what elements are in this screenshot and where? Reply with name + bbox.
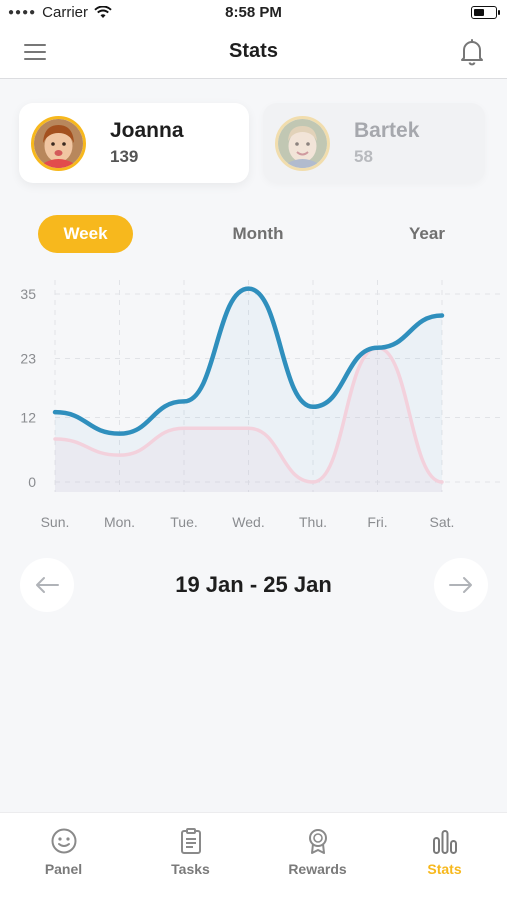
- profile-card-bartek[interactable]: Bartek 58: [263, 103, 485, 183]
- tab-label: Tasks: [171, 861, 210, 877]
- tab-label: Rewards: [288, 861, 347, 877]
- bar-chart-icon: [432, 830, 457, 854]
- series-line: [53, 345, 444, 484]
- status-time: 8:58 PM: [225, 4, 282, 21]
- profile-name: Joanna: [110, 119, 184, 142]
- avatar: [31, 115, 86, 171]
- tab-label: Stats: [427, 861, 462, 877]
- tab-rewards[interactable]: Rewards: [254, 813, 381, 900]
- x-tick-label: Wed.: [232, 514, 264, 530]
- carrier-label: Carrier: [42, 4, 89, 21]
- bottom-tab-bar: Panel Tasks Rewards Stats: [0, 812, 507, 900]
- wifi-icon: [94, 6, 112, 18]
- medal-icon: [308, 829, 327, 854]
- profile-card-joanna[interactable]: Joanna 139: [19, 103, 249, 183]
- week-range-label: 19 Jan - 25 Jan: [175, 572, 332, 597]
- profile-name: Bartek: [354, 119, 420, 142]
- x-tick-label: Sun.: [41, 514, 70, 530]
- x-tick-label: Thu.: [299, 514, 327, 530]
- page-title: Stats: [229, 40, 278, 62]
- previous-week-button[interactable]: [20, 558, 74, 612]
- clipboard-icon: [180, 828, 201, 854]
- period-tabs: Week Month Year: [0, 215, 507, 253]
- status-left: ●●●● Carrier: [8, 4, 112, 21]
- x-tick-label: Fri.: [367, 514, 387, 530]
- series-area: [55, 347, 442, 492]
- tab-stats[interactable]: Stats: [381, 813, 507, 900]
- child-avatar-icon: [34, 118, 83, 168]
- week-navigator: 19 Jan - 25 Jan: [0, 558, 507, 614]
- menu-button[interactable]: [24, 42, 48, 62]
- y-tick-label: 23: [20, 350, 36, 366]
- arrow-left-icon: [36, 577, 59, 593]
- x-tick-label: Mon.: [104, 514, 135, 530]
- signal-dots-icon: ●●●●: [8, 7, 37, 18]
- notifications-button[interactable]: [459, 38, 485, 66]
- next-week-button[interactable]: [434, 558, 488, 612]
- series-area: [55, 288, 442, 492]
- y-tick-label: 12: [20, 410, 36, 426]
- stats-line-chart: 35 23 12 0 Sun. Mon. Tue. Wed. Thu. Fri. Sat.: [20, 280, 500, 530]
- tab-week[interactable]: Week: [38, 215, 133, 253]
- tab-label: Panel: [44, 861, 83, 877]
- smiley-icon: [51, 828, 76, 854]
- bell-icon: [461, 39, 483, 66]
- child-avatar-icon: [278, 118, 327, 168]
- y-tick-label: 35: [20, 286, 36, 302]
- arrow-right-icon: [449, 577, 472, 593]
- tab-panel[interactable]: Panel: [0, 813, 127, 900]
- tab-month[interactable]: Month: [232, 224, 284, 243]
- y-tick-label: 0: [28, 474, 36, 490]
- profile-points: 58: [354, 147, 373, 166]
- x-tick-label: Sat.: [430, 514, 455, 530]
- avatar: [275, 115, 330, 171]
- tab-tasks[interactable]: Tasks: [127, 813, 254, 900]
- tab-year[interactable]: Year: [409, 224, 445, 243]
- nav-bar: Stats: [0, 26, 507, 79]
- battery-icon: [471, 6, 500, 19]
- status-bar: ●●●● Carrier 8:58 PM: [0, 0, 507, 26]
- x-tick-label: Tue.: [170, 514, 198, 530]
- profile-points: 139: [110, 147, 139, 166]
